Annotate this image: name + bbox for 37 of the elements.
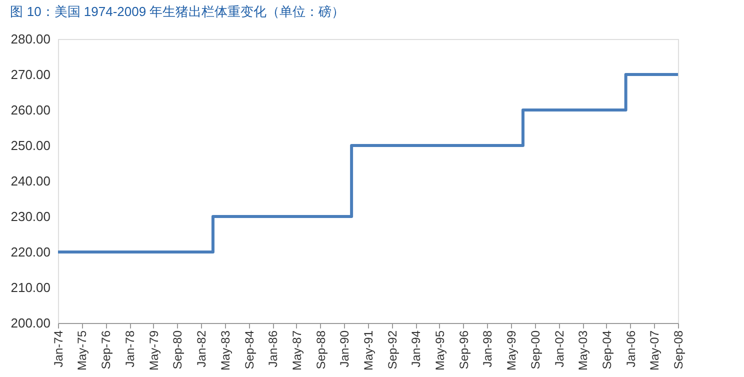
x-tick-label: May-87 <box>290 330 304 371</box>
x-tick-label: May-91 <box>361 330 376 371</box>
x-tick-label: Sep-08 <box>672 330 686 370</box>
x-tick-label: Jan-82 <box>194 330 209 368</box>
x-tick-label: Sep-92 <box>385 330 400 370</box>
x-tick-label: Jan-94 <box>409 330 424 368</box>
y-tick-label: 260.00 <box>10 102 50 118</box>
x-tick-label: Jan-78 <box>123 330 138 368</box>
x-tick-label: Sep-88 <box>314 330 328 370</box>
y-tick-label: 280.00 <box>10 32 50 46</box>
chart-title: 图 10：美国 1974-2009 年生猪出栏体重变化（单位：磅） <box>10 4 345 19</box>
y-tick-label: 230.00 <box>10 209 50 224</box>
x-tick-label: May-07 <box>648 330 662 371</box>
x-tick-label: Sep-84 <box>242 330 256 370</box>
x-tick-label: Jan-02 <box>552 330 566 368</box>
y-tick-label: 270.00 <box>10 67 50 82</box>
y-tick-label: 240.00 <box>10 174 50 188</box>
x-tick-label: Sep-76 <box>99 330 114 370</box>
x-tick-label: May-83 <box>218 330 232 371</box>
x-tick-label: Jan-06 <box>624 330 638 368</box>
x-tick-label: May-99 <box>504 330 518 371</box>
y-tick-label: 210.00 <box>10 280 50 295</box>
x-tick-label: May-79 <box>146 330 161 371</box>
x-tick-label: Jan-86 <box>266 330 280 368</box>
x-tick-label: Sep-00 <box>528 330 542 370</box>
x-tick-label: May-03 <box>576 330 590 371</box>
x-tick-label: Jan-90 <box>338 330 352 368</box>
x-tick-label: Jan-98 <box>480 330 495 368</box>
x-tick-label: May-95 <box>432 330 447 371</box>
x-tick-label: Jan-74 <box>52 330 66 368</box>
x-tick-label: May-75 <box>75 330 90 371</box>
x-tick-label: Sep-80 <box>170 330 185 370</box>
y-tick-label: 200.00 <box>10 316 50 330</box>
x-tick-label: Sep-96 <box>456 330 471 370</box>
x-tick-label: Sep-04 <box>600 330 614 370</box>
y-tick-label: 220.00 <box>10 244 50 260</box>
y-tick-label: 250.00 <box>10 138 50 153</box>
